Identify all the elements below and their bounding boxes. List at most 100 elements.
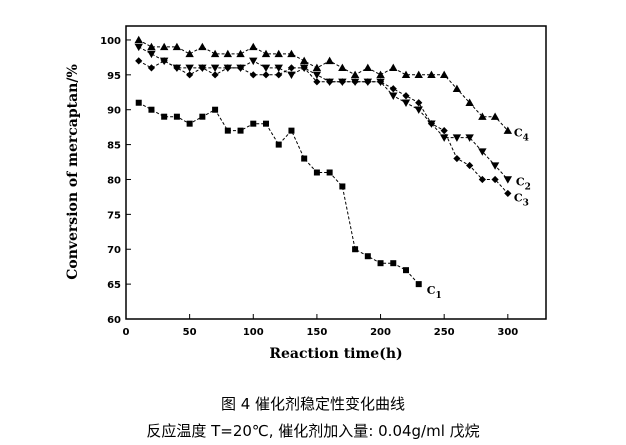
data-point-triangle-down bbox=[503, 176, 513, 184]
data-point-triangle-up bbox=[503, 126, 513, 134]
data-point-diamond bbox=[478, 175, 486, 184]
data-point-triangle-up bbox=[376, 70, 385, 79]
data-point-diamond bbox=[453, 154, 461, 163]
data-point-square bbox=[339, 183, 346, 190]
data-point-triangle-down bbox=[249, 57, 258, 66]
series-label-c3: C3 bbox=[514, 191, 529, 208]
data-point-diamond bbox=[211, 71, 219, 79]
x-tick-label: 150 bbox=[306, 327, 327, 338]
data-point-triangle-down bbox=[134, 43, 143, 52]
series-label-c4: C4 bbox=[514, 127, 529, 144]
data-point-diamond bbox=[198, 64, 206, 72]
data-point-triangle-up bbox=[312, 63, 322, 72]
data-point-triangle-down bbox=[414, 106, 423, 114]
data-point-triangle-down bbox=[274, 64, 283, 73]
series-line-c4 bbox=[138, 39, 509, 131]
data-point-square bbox=[263, 120, 269, 127]
data-point-diamond bbox=[275, 71, 283, 79]
data-point-square bbox=[301, 155, 308, 162]
series-label-c1: C1 bbox=[427, 284, 442, 301]
data-point-triangle-up bbox=[350, 70, 360, 79]
y-tick-label: 65 bbox=[107, 280, 121, 291]
y-tick-label: 85 bbox=[107, 141, 121, 152]
data-point-square bbox=[173, 113, 180, 120]
data-point-diamond bbox=[262, 71, 270, 79]
series-line-c3 bbox=[138, 60, 509, 194]
plot-frame bbox=[125, 25, 547, 320]
data-point-triangle-down bbox=[261, 64, 271, 73]
data-point-triangle-up bbox=[185, 49, 194, 58]
y-tick-label: 90 bbox=[107, 106, 121, 117]
data-point-triangle-up bbox=[427, 70, 436, 79]
data-point-diamond bbox=[173, 64, 181, 72]
data-point-diamond bbox=[402, 92, 410, 100]
data-point-square bbox=[364, 253, 371, 260]
data-point-triangle-up bbox=[389, 63, 398, 72]
data-point-triangle-down bbox=[287, 71, 296, 80]
data-point-triangle-down bbox=[439, 134, 449, 142]
data-point-square bbox=[415, 281, 422, 288]
series-line-c2 bbox=[138, 46, 509, 180]
data-point-triangle-up bbox=[299, 56, 309, 65]
data-point-triangle-down bbox=[401, 99, 411, 107]
data-point-square bbox=[377, 260, 384, 267]
data-point-square bbox=[199, 113, 206, 120]
y-tick-label: 95 bbox=[107, 71, 121, 82]
data-point-triangle-down bbox=[210, 64, 220, 73]
data-point-diamond bbox=[160, 57, 168, 65]
data-point-square bbox=[390, 260, 397, 267]
x-axis-label: Reaction time(h) bbox=[269, 346, 402, 362]
data-point-square bbox=[135, 99, 142, 106]
data-point-diamond bbox=[224, 64, 232, 72]
data-point-square bbox=[212, 106, 219, 113]
data-point-diamond bbox=[376, 78, 385, 86]
x-tick-label: 250 bbox=[434, 327, 455, 338]
x-tick-label: 50 bbox=[183, 327, 197, 338]
data-point-square bbox=[313, 169, 320, 176]
data-point-triangle-up bbox=[236, 49, 245, 58]
y-axis-label: Conversion of mercaptan/% bbox=[65, 64, 81, 280]
data-point-diamond bbox=[300, 64, 308, 72]
data-point-triangle-up bbox=[134, 35, 143, 44]
data-point-square bbox=[224, 127, 231, 134]
data-point-square bbox=[161, 113, 168, 120]
data-point-diamond bbox=[186, 71, 194, 79]
data-point-triangle-down bbox=[312, 71, 322, 80]
data-point-triangle-up bbox=[465, 98, 474, 106]
data-point-triangle-up bbox=[490, 112, 500, 120]
figure-caption: 图 4 催化剂稳定性变化曲线 bbox=[220, 395, 406, 413]
data-point-square bbox=[403, 267, 409, 274]
data-point-triangle-up bbox=[198, 42, 207, 51]
data-point-triangle-up bbox=[159, 42, 169, 51]
data-point-diamond bbox=[249, 71, 257, 79]
data-point-triangle-up bbox=[261, 49, 271, 58]
data-point-diamond bbox=[427, 120, 436, 128]
y-tick-label: 70 bbox=[107, 245, 121, 256]
series-line-c1 bbox=[138, 102, 420, 285]
data-point-triangle-up bbox=[452, 84, 462, 92]
y-tick-label: 60 bbox=[107, 315, 121, 326]
data-point-diamond bbox=[504, 189, 512, 198]
data-point-triangle-up bbox=[172, 42, 182, 51]
data-point-triangle-up bbox=[478, 112, 487, 120]
data-point-square bbox=[288, 127, 295, 134]
x-tick-label: 100 bbox=[243, 327, 264, 338]
data-point-triangle-up bbox=[325, 56, 334, 65]
data-point-square bbox=[148, 106, 155, 113]
data-point-square bbox=[186, 120, 193, 127]
data-point-triangle-up bbox=[414, 70, 423, 79]
data-point-square bbox=[250, 120, 257, 127]
y-tick-label: 100 bbox=[100, 36, 121, 47]
data-point-triangle-down bbox=[478, 148, 487, 156]
data-point-triangle-down bbox=[389, 92, 398, 100]
data-point-diamond bbox=[351, 78, 359, 86]
data-point-diamond bbox=[415, 99, 423, 107]
figure-subcaption: 反应温度 T=20℃, 催化剂加入量: 0.04g/ml 戊烷 bbox=[146, 422, 480, 440]
data-point-diamond bbox=[440, 127, 448, 135]
data-point-triangle-up bbox=[210, 49, 220, 58]
data-point-diamond bbox=[147, 64, 156, 72]
data-point-triangle-up bbox=[223, 49, 233, 58]
y-tick-label: 80 bbox=[107, 175, 121, 186]
data-point-diamond bbox=[313, 78, 321, 86]
data-point-diamond bbox=[287, 64, 296, 72]
